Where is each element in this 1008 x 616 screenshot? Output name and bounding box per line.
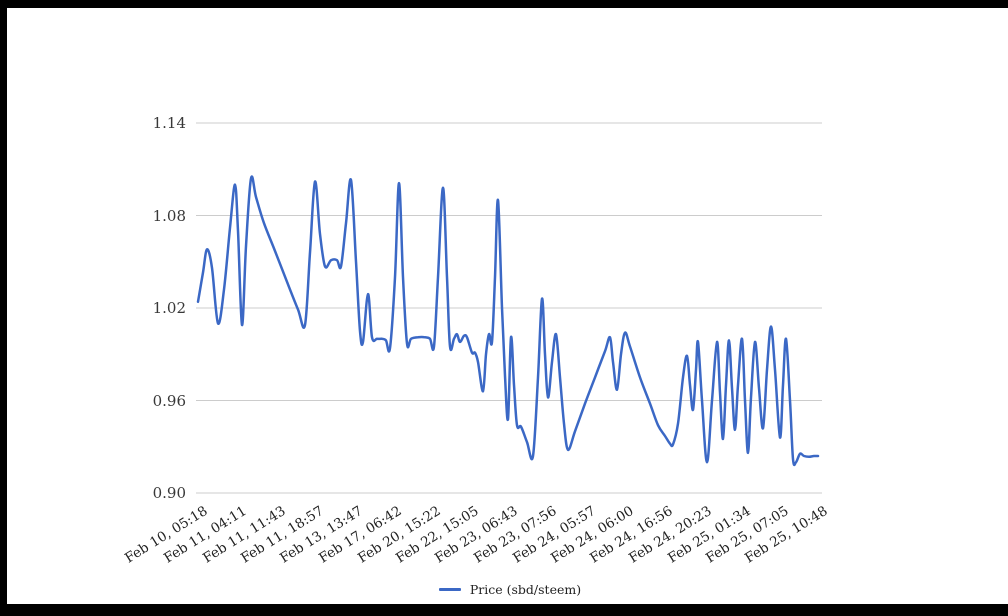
legend: Price (sbd/steem) bbox=[198, 582, 822, 597]
price-series-line bbox=[196, 175, 820, 467]
y-axis-tick-label: 1.08 bbox=[152, 206, 186, 225]
top-border bbox=[0, 0, 1008, 8]
gridlines bbox=[196, 122, 822, 494]
y-axis-tick-label: 0.90 bbox=[152, 484, 186, 502]
left-border bbox=[0, 0, 7, 616]
legend-line-swatch bbox=[438, 588, 461, 591]
y-axis-tick-label: 1.02 bbox=[152, 299, 186, 317]
legend-label: Price (sbd/steem) bbox=[469, 582, 582, 597]
y-axis-tick-label: 0.96 bbox=[152, 391, 186, 410]
y-axis-tick-label: 1.14 bbox=[152, 114, 186, 132]
bottom-border bbox=[0, 604, 1008, 616]
